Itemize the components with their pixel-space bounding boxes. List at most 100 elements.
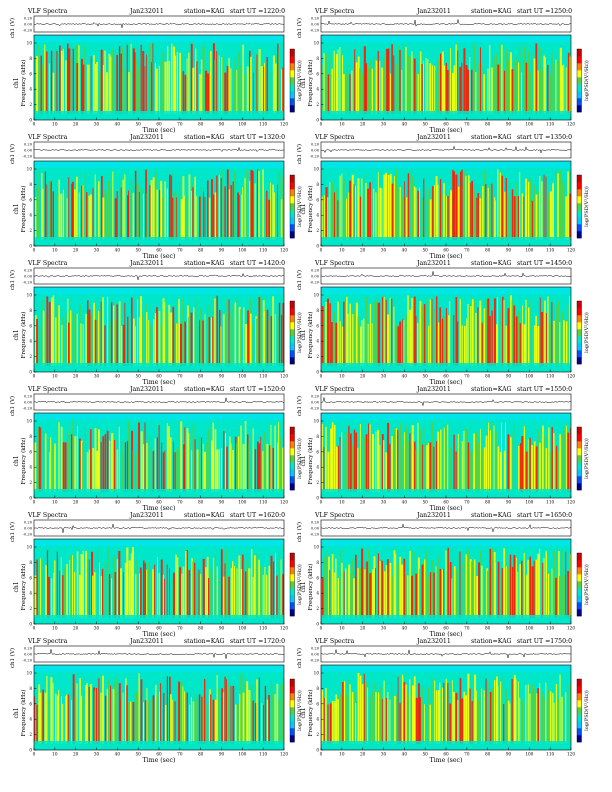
- waveform-tick-label: 0.20: [311, 269, 320, 273]
- spectrogram-streak: [137, 299, 138, 366]
- spectrogram-streak: [210, 694, 212, 744]
- spectrogram-streak: [58, 179, 60, 240]
- spectrogram-streak: [278, 52, 280, 114]
- spectrogram-streak: [108, 53, 111, 114]
- waveform-tick-label: -0.20: [310, 407, 320, 411]
- spectrogram-streak: [381, 560, 383, 618]
- spectrogram-streak: [57, 423, 58, 492]
- waveform-ylabel: ch1 (V): [9, 270, 16, 290]
- waveform-tick-label: -0.20: [23, 407, 33, 411]
- spectrogram-streak: [387, 422, 390, 492]
- spectrogram-streak: [429, 199, 432, 240]
- spectrogram-streak: [168, 426, 170, 492]
- spectrogram-streak: [214, 429, 217, 492]
- spectrogram-streak: [74, 313, 77, 366]
- spectrogram-streak: [499, 45, 502, 114]
- spectrogram-streak: [559, 576, 561, 618]
- spectrogram-streak: [337, 301, 339, 366]
- spectrogram-streak: [523, 426, 525, 492]
- spectrogram-streak: [421, 64, 423, 114]
- y-tick-label: 8: [29, 182, 32, 187]
- x-tick-label: 110: [546, 248, 554, 253]
- spectrogram-streak: [563, 692, 565, 744]
- y-tick-label: 6: [29, 449, 32, 454]
- spectrogram-streak: [185, 551, 187, 618]
- spectrogram-streak: [275, 553, 276, 618]
- spectrogram-streak: [339, 694, 342, 744]
- colorbar-label: log(PSD(V²/Hz)): [296, 438, 303, 479]
- spectrogram-streak: [387, 48, 390, 114]
- spectrogram-streak: [457, 700, 459, 744]
- spectrogram-streak: [470, 306, 472, 366]
- spectrogram-streak: [126, 685, 128, 744]
- spectrogram-streak: [558, 551, 560, 618]
- spectrogram-streak: [337, 699, 339, 744]
- spectrogram-streak: [440, 429, 442, 492]
- colorbar-segment: [577, 196, 582, 204]
- spectrogram-streak: [525, 451, 528, 492]
- x-tick-label: 100: [238, 122, 246, 127]
- colorbar-segment: [577, 735, 582, 743]
- colorbar-segment: [290, 686, 295, 694]
- panel-title: VLF Spectra: [314, 134, 355, 141]
- spectrogram-streak: [114, 198, 117, 240]
- spectrogram-streak: [477, 307, 479, 366]
- spectrogram-streak: [349, 74, 351, 114]
- colorbar-segment: [577, 315, 582, 323]
- spectrogram-streak: [346, 296, 348, 366]
- spectrogram-streak: [91, 551, 93, 618]
- spectrogram-streak: [201, 437, 202, 492]
- colorbar-frame: [289, 48, 295, 113]
- spectrogram-streak: [519, 44, 521, 114]
- spectrogram-streak: [208, 578, 210, 618]
- spectrogram-streak: [505, 422, 506, 492]
- spectrogram-streak: [511, 69, 514, 114]
- spectrogram-streak: [365, 434, 368, 492]
- spectrogram-streak: [565, 321, 568, 366]
- spectrogram-streak: [106, 688, 108, 744]
- spectrogram-streak: [545, 551, 547, 618]
- colorbar-segment: [290, 196, 295, 204]
- spectrogram-streak: [136, 690, 139, 744]
- spectrogram-streak: [443, 682, 445, 744]
- spectrogram-streak: [417, 190, 420, 240]
- colorbar-segment: [290, 721, 295, 729]
- spectrogram-streak: [186, 198, 189, 240]
- x-tick-label: 90: [506, 248, 512, 253]
- spectrogram-ylabel: Frequency (kHz): [307, 564, 314, 611]
- spectrogram-streak: [218, 449, 220, 492]
- spectrogram-streak: [146, 442, 148, 492]
- spectrogram-streak: [439, 682, 441, 744]
- spectrogram-streak: [343, 442, 345, 492]
- spectrogram-streak: [114, 572, 117, 618]
- spectrogram-streak: [192, 424, 195, 492]
- spectrogram-streak: [569, 295, 570, 366]
- spectrogram-low-band: [321, 741, 571, 744]
- spectrogram-streak: [373, 188, 375, 240]
- panel-date: Jan232011: [416, 512, 451, 519]
- y-tick-label: 10: [27, 545, 33, 550]
- spectrogram-streak: [48, 63, 50, 114]
- spectrogram-streak: [188, 433, 190, 492]
- spectrogram-streak: [445, 679, 448, 744]
- panel-title: VLF Spectra: [314, 386, 355, 393]
- spectrogram-streak: [264, 566, 266, 618]
- spectrogram-streak: [194, 176, 196, 240]
- spectrogram-streak: [466, 428, 469, 492]
- spectrogram-streak: [134, 452, 137, 492]
- spectrogram-streak: [496, 324, 498, 366]
- spectrogram-streak: [72, 310, 74, 366]
- spectrogram-streak: [118, 683, 121, 744]
- spectrogram-streak: [260, 66, 263, 114]
- spectrogram-streak: [102, 568, 104, 618]
- spectrogram-streak: [72, 674, 75, 744]
- spectrogram-streak: [363, 46, 366, 114]
- spectrogram-streak: [96, 62, 98, 114]
- spectrogram-streak: [355, 185, 357, 240]
- spectrogram-streak: [262, 451, 264, 492]
- spectrogram-streak: [378, 692, 380, 744]
- spectrogram-streak: [513, 675, 516, 744]
- spectrogram-streak: [144, 66, 146, 114]
- x-tick-label: 120: [280, 374, 288, 379]
- spectrogram-streak: [542, 425, 544, 492]
